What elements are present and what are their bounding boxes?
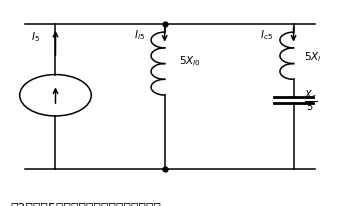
Text: $5X_l$: $5X_l$: [304, 50, 322, 63]
Text: $I_5$: $I_5$: [31, 30, 40, 44]
Text: $I_{l5}$: $I_{l5}$: [134, 28, 145, 42]
Text: 第2図　第5次高調波発生源による等価回路: 第2図 第5次高調波発生源による等価回路: [11, 201, 161, 206]
Text: $I_{c5}$: $I_{c5}$: [260, 28, 273, 42]
Text: $\dfrac{X_c}{5}$: $\dfrac{X_c}{5}$: [304, 88, 318, 113]
Text: $5X_{l0}$: $5X_{l0}$: [179, 54, 201, 68]
